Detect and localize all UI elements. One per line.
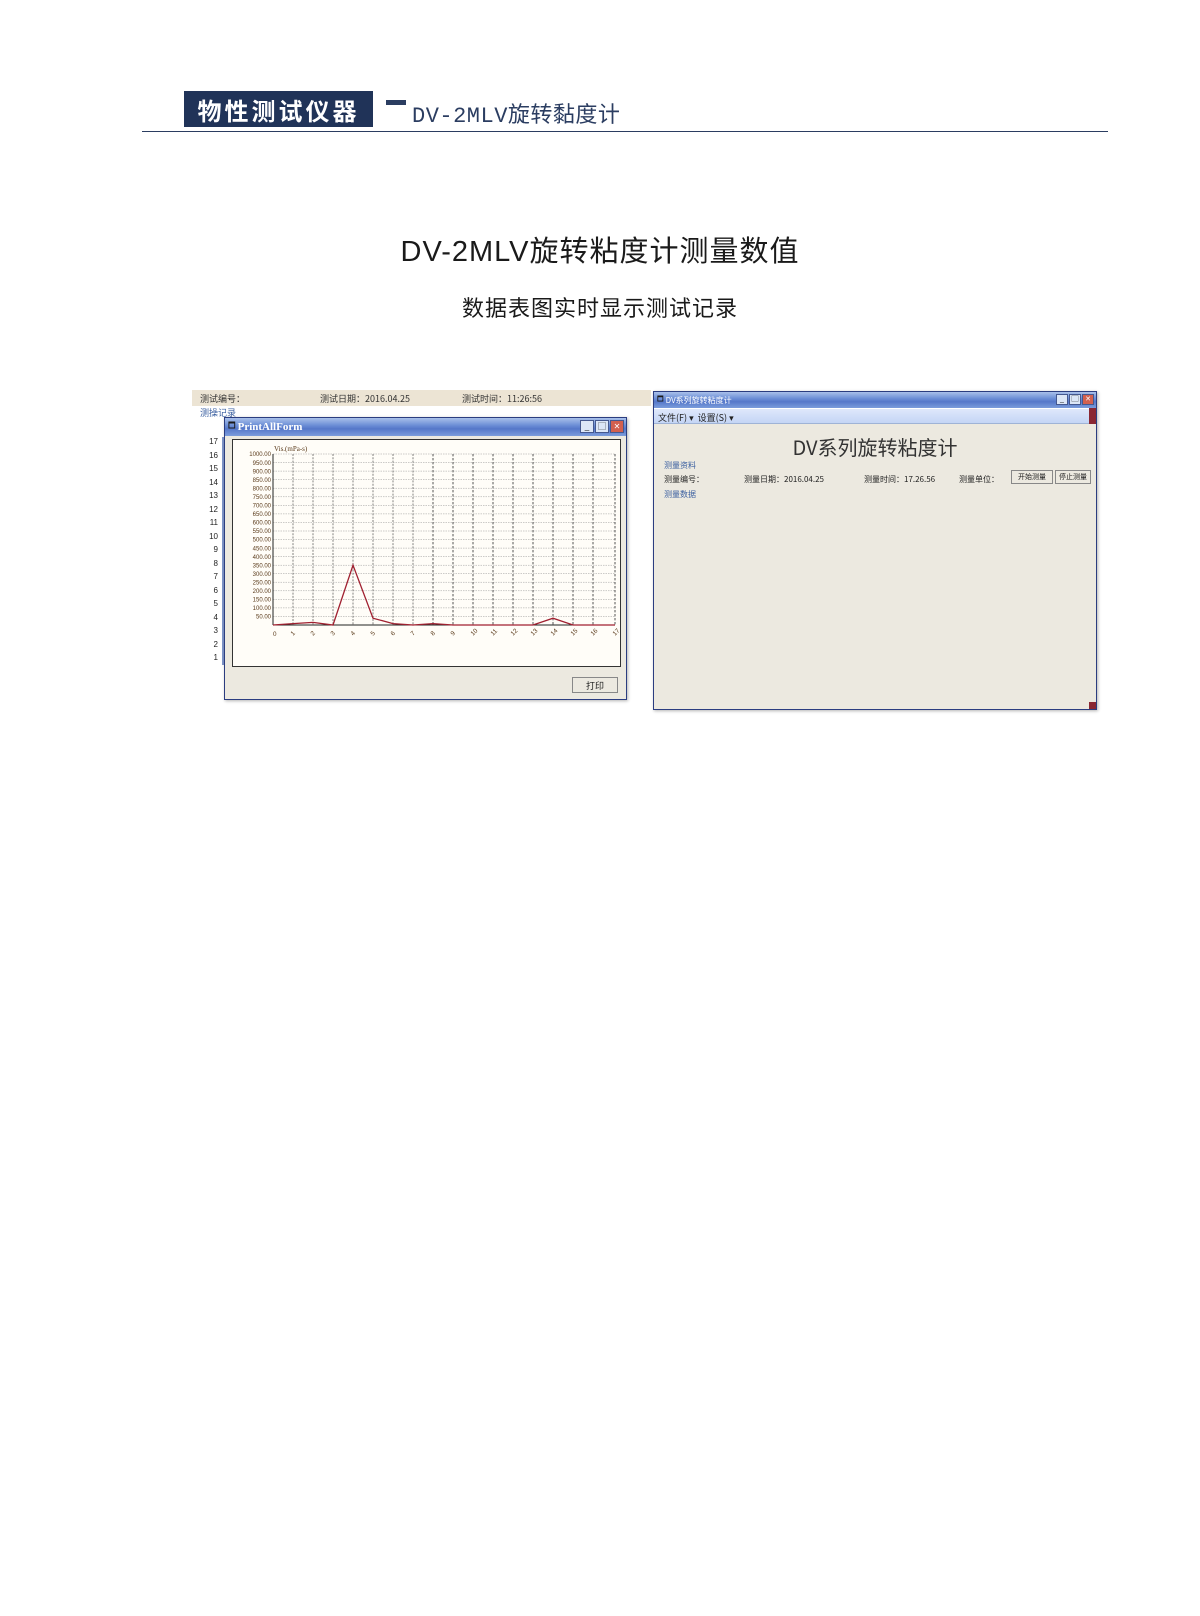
svg-text:14: 14 (549, 627, 559, 637)
svg-text:450.00: 450.00 (253, 546, 272, 552)
svg-text:550.00: 550.00 (253, 529, 272, 535)
svg-text:50.00: 50.00 (256, 615, 272, 621)
svg-text:100.00: 100.00 (253, 606, 272, 612)
svg-text:5: 5 (369, 630, 377, 638)
svg-text:4: 4 (349, 630, 357, 638)
svg-text:15: 15 (569, 627, 579, 637)
svg-text:8: 8 (429, 630, 437, 638)
svg-text:200.00: 200.00 (253, 589, 272, 595)
svg-text:300.00: 300.00 (253, 572, 272, 578)
svg-text:150.00: 150.00 (253, 598, 272, 604)
svg-text:750.00: 750.00 (253, 495, 272, 501)
svg-text:850.00: 850.00 (253, 478, 272, 484)
svg-text:1: 1 (289, 630, 297, 638)
svg-text:950.00: 950.00 (253, 461, 272, 467)
svg-text:13: 13 (529, 627, 539, 637)
svg-text:3: 3 (329, 630, 337, 638)
svg-text:650.00: 650.00 (253, 512, 272, 518)
svg-text:1000.00: 1000.00 (249, 452, 271, 458)
svg-text:350.00: 350.00 (253, 563, 272, 569)
svg-text:2: 2 (309, 630, 317, 638)
svg-text:800.00: 800.00 (253, 486, 272, 492)
svg-text:900.00: 900.00 (253, 469, 272, 475)
svg-text:Vis.(mPa-s): Vis.(mPa-s) (274, 445, 308, 453)
svg-text:10: 10 (469, 627, 479, 637)
svg-text:250.00: 250.00 (253, 580, 272, 586)
svg-text:7: 7 (409, 630, 417, 638)
svg-text:0: 0 (273, 631, 277, 638)
svg-text:600.00: 600.00 (253, 521, 272, 527)
svg-text:16: 16 (589, 627, 599, 637)
svg-text:12: 12 (509, 627, 519, 637)
svg-text:9: 9 (449, 630, 457, 638)
svg-text:400.00: 400.00 (253, 555, 272, 561)
svg-text:6: 6 (389, 630, 397, 638)
svg-text:500.00: 500.00 (253, 538, 272, 544)
svg-text:700.00: 700.00 (253, 504, 272, 510)
svg-text:11: 11 (489, 627, 499, 637)
svg-text:17: 17 (611, 627, 621, 637)
